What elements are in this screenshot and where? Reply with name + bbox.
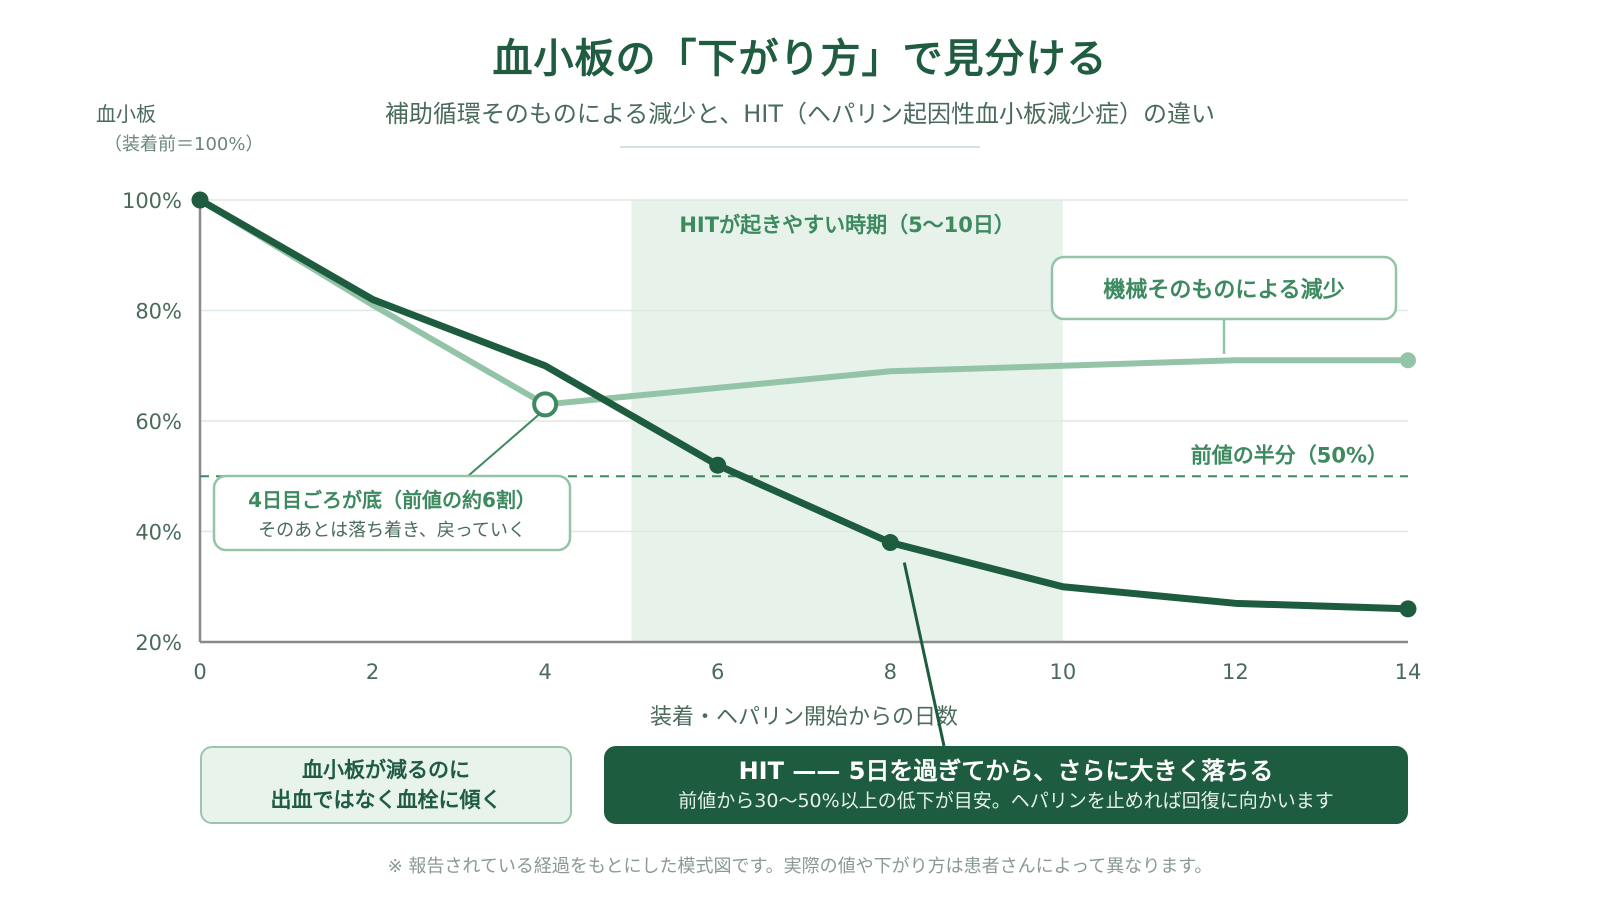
- mechanical-series-line: [197, 197, 1411, 408]
- mechanical-label-box: [1050, 255, 1398, 321]
- y-tick-label: 20%: [135, 631, 182, 655]
- hit-window-label: HITが起きやすい時期（5〜10日）: [679, 213, 1015, 237]
- x-tick-label: 8: [884, 660, 897, 684]
- footnote: ※ 報告されている経過をもとにした模式図です。実際の値や下がり方は患者さんによっ…: [387, 856, 1213, 877]
- nadir-detail: そのあとは落ち着き、戻っていく: [258, 520, 526, 541]
- hit-note-detail: 前値から30〜50%以上の低下が目安。ヘパリンを止めれば回復に向かいます: [678, 790, 1334, 812]
- chart-subtitle: 補助循環そのものによる減少と、HIT（ヘパリン起因性血小板減少症）の違い: [384, 100, 1216, 128]
- x-axis-title: 装着・ヘパリン開始からの日数: [650, 705, 958, 730]
- hit-series-line: [196, 196, 1412, 613]
- thrombosis-note-box: 血小板が減るのに 出血ではなく血栓に傾く: [200, 746, 572, 824]
- mechanical-point: [1400, 352, 1416, 369]
- hit-point: [1399, 600, 1417, 618]
- chart-title: 血小板の「下がり方」で見分ける: [492, 36, 1108, 82]
- y-axis-subtitle: （装着前＝100%）: [104, 134, 264, 155]
- y-axis-title: 血小板: [96, 102, 156, 126]
- x-tick-label: 2: [366, 660, 379, 684]
- hit-note-title: HIT —— 5日を過ぎてから、さらに大きく落ちる: [738, 757, 1274, 785]
- nadir-callout-leader: [467, 413, 540, 477]
- hit-point: [881, 534, 899, 552]
- y-tick-label: 80%: [135, 300, 182, 324]
- x-tick-label: 0: [193, 660, 206, 684]
- y-tick-label: 60%: [135, 410, 182, 434]
- x-tick-label: 10: [1049, 660, 1076, 684]
- x-tick-label: 12: [1222, 660, 1249, 684]
- x-tick-label: 14: [1395, 660, 1422, 684]
- y-tick-label: 40%: [135, 521, 182, 545]
- mechanical-label: 機械そのものによる減少: [1103, 278, 1344, 303]
- title-divider: [620, 146, 980, 148]
- thrombosis-note-line-2: 出血ではなく血栓に傾く: [270, 788, 502, 812]
- half-reference-label: 前値の半分（50%）: [1191, 443, 1388, 467]
- hit-point: [709, 456, 727, 474]
- mechanical-nadir-marker: [532, 391, 559, 418]
- y-tick-label: 100%: [122, 189, 182, 213]
- nadir-label-box: [212, 474, 572, 552]
- hit-point: [191, 191, 209, 209]
- hit-callout-leader: [902, 562, 946, 747]
- thrombosis-note-line-1: 血小板が減るのに: [302, 758, 470, 782]
- x-tick-label: 4: [538, 660, 551, 684]
- nadir-title: 4日目ごろが底（前値の約6割）: [248, 488, 536, 512]
- x-tick-label: 6: [711, 660, 724, 684]
- hit-note-box: HIT —— 5日を過ぎてから、さらに大きく落ちる 前値から30〜50%以上の低…: [604, 746, 1408, 824]
